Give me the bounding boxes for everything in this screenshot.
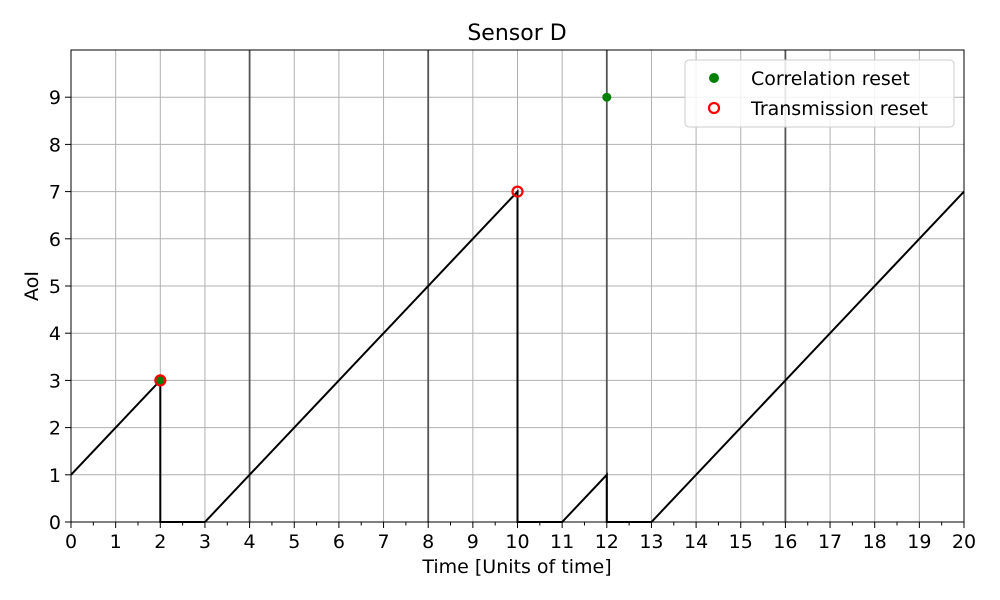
y-tick-label: 1 (49, 465, 61, 487)
legend-label: Correlation reset (751, 68, 910, 90)
x-tick-label: 9 (467, 531, 479, 553)
y-axis-label: AoI (21, 271, 43, 301)
y-tick-label: 0 (49, 512, 61, 534)
x-tick-label: 1 (110, 531, 122, 553)
x-tick-label: 5 (288, 531, 300, 553)
x-tick-label: 4 (244, 531, 256, 553)
chart-title: Sensor D (467, 21, 566, 46)
transmission-reset-point (511, 185, 524, 198)
x-tick-label: 17 (818, 531, 842, 553)
x-tick-label: 13 (639, 531, 663, 553)
correlation-reset-point (602, 92, 612, 102)
x-tick-label: 15 (729, 531, 753, 553)
x-tick-label: 7 (378, 531, 390, 553)
x-tick-label: 14 (684, 531, 708, 553)
y-tick-label: 6 (49, 229, 61, 251)
legend-marker-transmission (707, 101, 721, 115)
x-tick-label: 16 (773, 531, 797, 553)
y-tick-label: 9 (49, 87, 61, 109)
x-tick-label: 11 (550, 531, 574, 553)
y-tick-label: 5 (49, 276, 61, 298)
legend-label: Transmission reset (750, 98, 928, 120)
x-tick-label: 20 (952, 531, 976, 553)
correlation-reset-point (155, 375, 165, 385)
x-tick-label: 19 (907, 531, 931, 553)
transmission-reset-point (154, 374, 167, 387)
x-tick-label: 18 (863, 531, 887, 553)
x-tick-label: 12 (595, 531, 619, 553)
y-tick-label: 4 (49, 323, 61, 345)
ticks: 0 1 2 3 4 5 6 7 8 9 10 11 12 13 14 15 16 17 18 19 2001234567… (49, 87, 976, 553)
legend-marker-correlation (709, 73, 719, 83)
x-tick-label: 8 (422, 531, 434, 553)
y-tick-label: 7 (49, 182, 61, 204)
x-tick-label: 2 (154, 531, 166, 553)
y-tick-label: 8 (49, 134, 61, 156)
y-tick-label: 3 (49, 370, 61, 392)
x-axis-label: Time [Units of time] (421, 556, 611, 578)
legend: Correlation reset Transmission reset (684, 59, 955, 128)
legend-box (684, 59, 955, 128)
x-tick-label: 10 (505, 531, 529, 553)
y-tick-label: 2 (49, 418, 61, 440)
x-tick-label: 3 (199, 531, 211, 553)
x-tick-label: 0 (65, 531, 77, 553)
x-tick-label: 6 (333, 531, 345, 553)
